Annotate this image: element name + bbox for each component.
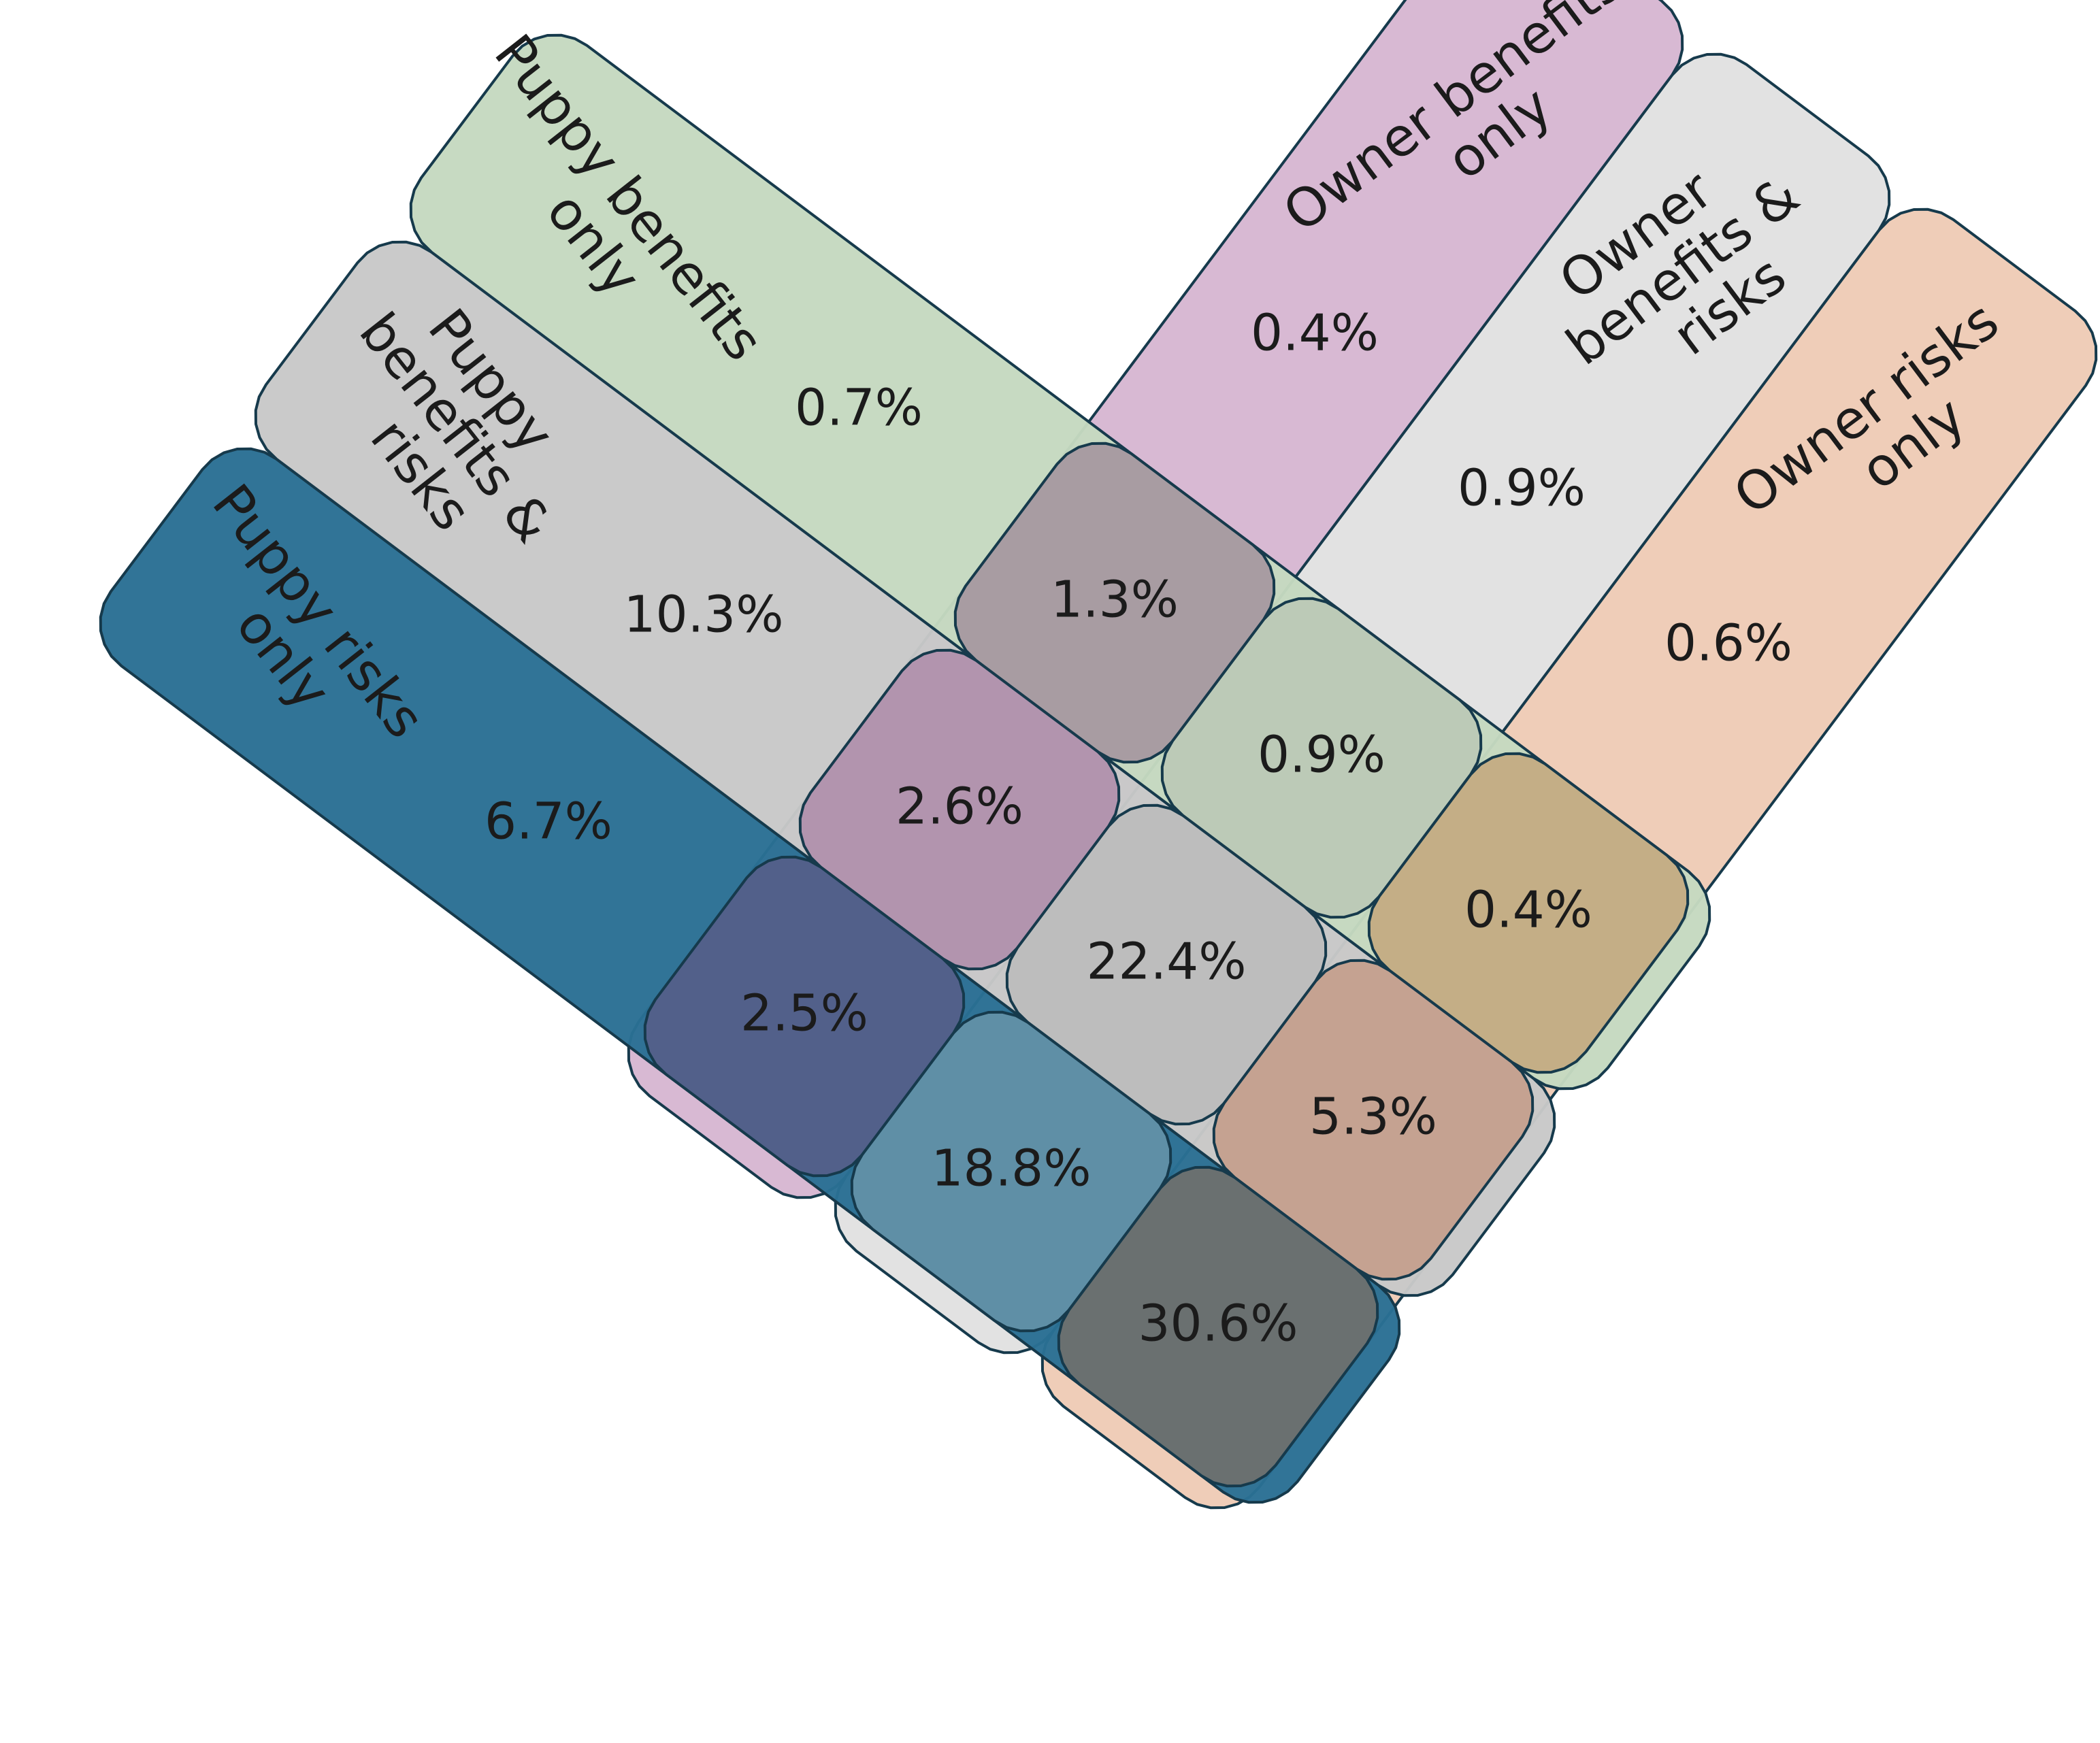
cell-p_benefits-o_risks: [1367, 752, 1690, 1074]
puppy-only-value-p_benefits: 0.7%: [795, 379, 923, 437]
owner-only-value-o_benefits: 0.4%: [1251, 304, 1379, 363]
cell-value-4: 22.4%: [1086, 933, 1246, 991]
cell-value-8: 30.6%: [1138, 1295, 1298, 1353]
cell-value-0: 1.3%: [1051, 571, 1179, 629]
cell-value-1: 0.9%: [1258, 726, 1385, 784]
cell-value-3: 2.6%: [896, 778, 1023, 836]
cell-value-2: 0.4%: [1464, 881, 1592, 940]
cell-value-7: 18.8%: [931, 1140, 1091, 1198]
puppy-only-value-p_both: 10.3%: [623, 586, 783, 644]
puppy-only-value-p_risks: 6.7%: [485, 793, 612, 851]
owner-only-value-o_both: 0.9%: [1458, 459, 1586, 518]
cell-p_both-o_risks: [1212, 959, 1535, 1281]
cell-value-6: 2.5%: [740, 984, 868, 1043]
cell-p_risks-o_risks: [1057, 1165, 1379, 1488]
owner-only-value-o_risks: 0.6%: [1664, 614, 1792, 673]
cell-value-5: 5.3%: [1309, 1088, 1437, 1146]
